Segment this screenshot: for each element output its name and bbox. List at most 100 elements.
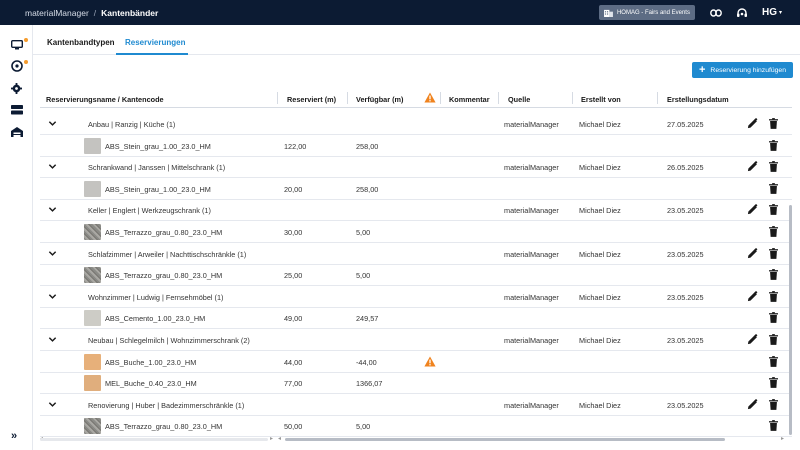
available-cell: 258,00	[356, 184, 379, 194]
created-by-cell: Michael Diez	[579, 336, 621, 345]
chevron-down-icon[interactable]	[48, 292, 57, 301]
user-menu[interactable]: HG ▾	[762, 7, 782, 18]
edit-icon[interactable]	[747, 117, 758, 129]
header-created-by[interactable]: Erstellt von	[581, 95, 621, 104]
table-group-row[interactable]: Neubau | Schlegelmilch | Wohnzimmerschra…	[40, 329, 792, 351]
created-by-cell: Michael Diez	[579, 249, 621, 259]
edit-icon[interactable]	[747, 398, 758, 410]
column-divider[interactable]	[347, 92, 348, 104]
source-cell: materialManager	[504, 120, 559, 129]
created-date-cell: 23.05.2025	[667, 249, 704, 259]
chevron-down-icon[interactable]	[48, 205, 57, 214]
header-name[interactable]: Reservierungsname / Kantencode	[46, 95, 164, 104]
add-reservation-button[interactable]: + Reservierung hinzufügen	[692, 62, 793, 78]
edit-icon[interactable]	[747, 204, 758, 215]
table-item-row[interactable]: ABS_Terrazzo_grau_0.80_23.0_HM 30,00 5,00	[40, 221, 792, 243]
chevron-down-icon[interactable]	[48, 162, 57, 171]
vertical-scrollbar[interactable]	[789, 205, 792, 435]
table-item-row[interactable]: ABS_Stein_grau_1.00_23.0_HM 122,00 258,00	[40, 135, 792, 157]
header-comment[interactable]: Kommentar	[449, 95, 490, 104]
delete-icon[interactable]	[769, 269, 778, 281]
source-cell: materialManager	[504, 400, 559, 410]
column-divider[interactable]	[572, 92, 573, 104]
expand-sidebar-icon[interactable]: »	[11, 430, 18, 442]
header-created-date[interactable]: Erstellungsdatum	[667, 95, 729, 104]
table-group-row[interactable]: Wohnzimmer | Ludwig | Fernsehmöbel (1) ma…	[40, 286, 792, 308]
delete-icon[interactable]	[769, 290, 778, 302]
tab-reservierungen[interactable]: Reservierungen	[125, 38, 186, 47]
table-header: Reservierungsname / Kantencode Reservier…	[40, 89, 792, 108]
delete-icon[interactable]	[769, 398, 778, 410]
delete-icon[interactable]	[769, 161, 778, 173]
created-date-cell: 23.05.2025	[667, 292, 704, 302]
reserved-cell: 77,00	[284, 379, 303, 389]
disc-icon[interactable]	[10, 60, 23, 72]
link-icon[interactable]	[710, 6, 723, 19]
table-item-row[interactable]: ABS_Cemento_1.00_23.0_HM 49,00 249,57	[40, 307, 792, 330]
header-source[interactable]: Quelle	[508, 95, 531, 104]
headset-icon[interactable]	[736, 6, 749, 19]
delete-icon[interactable]	[769, 334, 778, 345]
user-initials: HG	[761, 7, 777, 18]
table-item-row[interactable]: ABS_Stein_grau_1.00_23.0_HM 20,00 258,00	[40, 178, 792, 200]
delete-icon[interactable]	[769, 182, 778, 194]
column-divider[interactable]	[498, 92, 499, 104]
chevron-down-icon[interactable]	[48, 400, 57, 409]
tab-kantenbandtypen[interactable]: Kantenbandtypen	[47, 38, 115, 47]
edit-icon[interactable]	[747, 333, 758, 345]
table-item-row[interactable]: ABS_Terrazzo_grau_0.80_23.0_HM 25,00 5,00	[40, 264, 792, 287]
edge-code: ABS_Terrazzo_grau_0.80_23.0_HM	[105, 228, 223, 237]
header-available[interactable]: Verfügbar (m)	[356, 95, 404, 104]
table-group-row[interactable]: Anbau | Ranzig | Küche (1) materialManage…	[40, 113, 792, 135]
edit-icon[interactable]	[747, 290, 758, 302]
edit-icon[interactable]	[747, 161, 758, 172]
column-divider[interactable]	[277, 92, 278, 104]
scroll-right-icon[interactable]: ▸	[270, 436, 274, 442]
table-item-row[interactable]: ABS_Terrazzo_grau_0.80_23.0_HM 50,00 5,00	[40, 415, 792, 438]
settings-icon[interactable]	[10, 82, 23, 94]
delete-icon[interactable]	[769, 139, 778, 151]
delete-icon[interactable]	[769, 420, 778, 432]
created-date-cell: 23.05.2025	[667, 336, 704, 345]
edge-swatch	[84, 418, 101, 435]
delete-icon[interactable]	[769, 118, 778, 129]
building-icon	[604, 9, 613, 17]
warehouse-icon[interactable]	[10, 126, 23, 138]
table-group-row[interactable]: Renovierung | Huber | Badezimmerschränkl…	[40, 394, 792, 416]
delete-icon[interactable]	[769, 377, 778, 389]
monitor-icon[interactable]	[10, 39, 23, 51]
column-divider[interactable]	[440, 92, 441, 104]
table-item-row[interactable]: MEL_Buche_0.40_23.0_HM 77,00 1366,07	[40, 372, 792, 395]
delete-icon[interactable]	[769, 226, 778, 237]
available-cell: 1366,07	[356, 379, 383, 389]
tenant-selector[interactable]: HOMAG - Fairs and Events	[598, 5, 695, 20]
scroll-left-icon[interactable]: ◂	[278, 436, 282, 442]
created-by-cell: Michael Diez	[579, 292, 621, 302]
table-group-row[interactable]: Keller | Englert | Werkzeugschrank (1) ma…	[40, 199, 792, 222]
table-group-row[interactable]: Schlafzimmer | Arweiler | Nachttischschr…	[40, 243, 792, 265]
table-item-row[interactable]: ABS_Buche_1.00_23.0_HM 44,00 -44,00	[40, 351, 792, 373]
delete-icon[interactable]	[769, 247, 778, 259]
storage-icon[interactable]	[10, 104, 23, 116]
breadcrumb: materialManager / Kantenbänder	[0, 8, 158, 18]
chevron-down-icon[interactable]	[48, 249, 57, 258]
reserved-cell: 20,00	[284, 184, 303, 194]
delete-icon[interactable]	[769, 312, 778, 324]
horizontal-scrollbar-thumb[interactable]	[285, 438, 725, 441]
chevron-down-icon: ▾	[778, 10, 782, 16]
chevron-down-icon[interactable]	[48, 335, 57, 344]
table-group-row[interactable]: Schrankwand | Janssen | Mittelschrank (1…	[40, 156, 792, 179]
app-name[interactable]: materialManager	[25, 7, 89, 18]
edge-swatch	[84, 267, 101, 284]
reservation-name: Wohnzimmer | Ludwig | Fernsehmöbel (1)	[88, 292, 224, 302]
column-divider[interactable]	[657, 92, 658, 104]
edit-icon[interactable]	[747, 247, 758, 259]
scroll-right-icon[interactable]: ▸	[781, 436, 785, 442]
warning-icon	[424, 92, 436, 103]
horizontal-scrollbar-track[interactable]	[40, 438, 268, 441]
delete-icon[interactable]	[769, 204, 778, 216]
chevron-down-icon[interactable]	[48, 119, 57, 128]
delete-icon[interactable]	[769, 355, 778, 367]
header-reserved[interactable]: Reserviert (m)	[287, 95, 337, 104]
created-date-cell: 27.05.2025	[667, 120, 704, 129]
